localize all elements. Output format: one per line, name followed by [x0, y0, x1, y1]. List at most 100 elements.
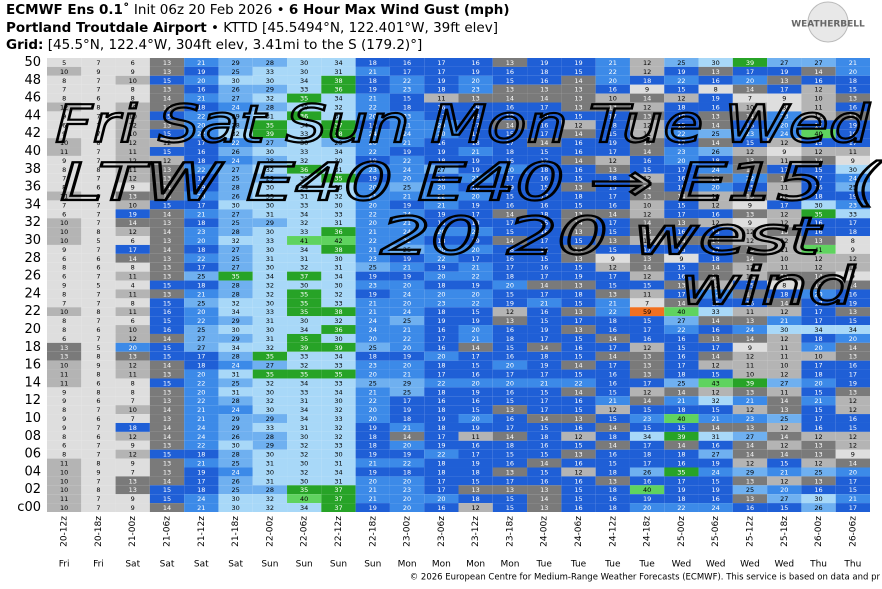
- cell-value: 43: [712, 379, 720, 387]
- cell: [149, 218, 185, 228]
- cell-value: 12: [814, 460, 822, 468]
- cell: [767, 316, 802, 326]
- cell: [184, 200, 219, 210]
- cell-value: 18: [506, 335, 514, 343]
- cell-value: 16: [814, 219, 822, 227]
- cell-value: 19: [712, 486, 720, 494]
- cell: [732, 440, 768, 450]
- cell: [321, 467, 356, 477]
- cell-value: 30: [266, 388, 274, 396]
- cell-value: 12: [129, 335, 137, 343]
- cell: [732, 280, 768, 290]
- cell-value: 12: [574, 433, 582, 441]
- cell-value: 6: [62, 335, 66, 343]
- cell-value: 11: [60, 379, 68, 387]
- cell-value: 9: [62, 388, 66, 396]
- cell: [492, 271, 528, 281]
- cell: [355, 200, 390, 210]
- cell: [424, 218, 459, 228]
- cell-value: 25: [677, 59, 685, 67]
- cell-value: 13: [574, 86, 582, 94]
- cell-value: 12: [712, 388, 720, 396]
- cell-value: 21: [197, 460, 205, 468]
- day-label: Wed: [740, 560, 760, 570]
- cell: [835, 111, 870, 121]
- cell: [115, 298, 150, 308]
- cell: [801, 289, 836, 299]
- cell-value: 27: [231, 166, 239, 174]
- cell: [595, 467, 630, 477]
- cell-value: 13: [746, 424, 754, 432]
- cell-value: 13: [643, 362, 651, 370]
- cell-value: 25: [231, 219, 239, 227]
- cell-value: 34: [334, 59, 342, 67]
- cell: [492, 387, 528, 397]
- cell: [81, 431, 116, 441]
- cell: [47, 164, 82, 174]
- cell-value: 15: [540, 424, 548, 432]
- cell-value: 16: [609, 379, 617, 387]
- cell: [355, 129, 390, 139]
- cell: [115, 191, 150, 201]
- cell-value: 31: [300, 255, 308, 263]
- cell-value: 10: [60, 219, 68, 227]
- cell-value: 30: [300, 59, 308, 67]
- cell: [389, 414, 425, 423]
- cell-value: 7: [96, 59, 100, 67]
- cell: [664, 164, 699, 174]
- cell-value: 17: [506, 371, 514, 379]
- cell-value: 40: [643, 486, 651, 494]
- cell-value: 34: [300, 504, 308, 512]
- cell-value: 21: [472, 264, 480, 272]
- cell: [835, 431, 870, 441]
- cell: [595, 58, 630, 67]
- cell: [835, 147, 870, 156]
- cell-value: 25: [231, 255, 239, 263]
- cell: [492, 289, 528, 299]
- cell: [47, 218, 82, 228]
- cell-value: 31: [334, 264, 342, 272]
- cell: [767, 236, 802, 245]
- cell-value: 14: [677, 388, 685, 396]
- cell-value: 23: [403, 486, 411, 494]
- cell: [321, 58, 356, 67]
- cell: [115, 387, 150, 397]
- cell: [561, 485, 596, 495]
- cell: [321, 431, 356, 441]
- cell-value: 16: [746, 121, 754, 129]
- cell: [424, 431, 459, 441]
- cell: [47, 431, 82, 441]
- cell: [527, 182, 562, 192]
- cell: [595, 298, 630, 308]
- cell-value: 13: [746, 157, 754, 165]
- cell-value: 14: [163, 433, 171, 441]
- y-tick-label: 42: [24, 126, 41, 141]
- cell-value: 13: [163, 388, 171, 396]
- cell-value: 14: [574, 77, 582, 85]
- cell-value: 8: [62, 433, 66, 441]
- cell-value: 14: [163, 504, 171, 512]
- cell-value: 41: [300, 237, 308, 245]
- cell: [389, 271, 425, 281]
- cell: [629, 209, 665, 219]
- cell: [561, 405, 596, 415]
- cell-value: 22: [197, 112, 205, 120]
- cell: [287, 75, 322, 85]
- y-tick-label: 34: [24, 197, 41, 212]
- cell: [561, 75, 596, 85]
- cell-value: 13: [574, 184, 582, 192]
- cell-value: 13: [677, 219, 685, 227]
- cell-value: 21: [403, 192, 411, 200]
- cell: [595, 111, 630, 121]
- cell-value: 17: [506, 175, 514, 183]
- cell-value: 15: [506, 495, 514, 503]
- cell: [115, 422, 150, 432]
- cell-value: 19: [403, 255, 411, 263]
- cell-value: 34: [300, 379, 308, 387]
- cell-value: 18: [677, 406, 685, 414]
- cell: [835, 236, 870, 245]
- cell-value: 15: [574, 299, 582, 307]
- cell-value: 17: [540, 371, 548, 379]
- cell: [252, 209, 288, 219]
- cell: [458, 253, 493, 263]
